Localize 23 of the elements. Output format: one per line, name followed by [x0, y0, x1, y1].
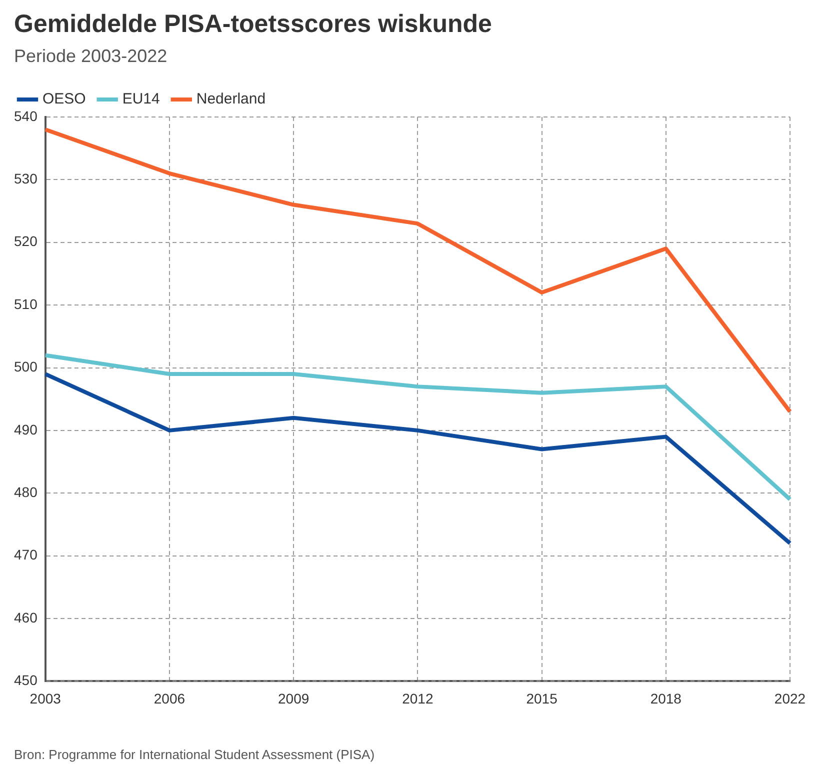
- x-tick-label: 2003: [30, 690, 62, 706]
- chart-subtitle: Periode 2003-2022: [14, 46, 168, 67]
- y-tick-label: 480: [14, 484, 38, 500]
- chart-title: Gemiddelde PISA-toetsscores wiskunde: [14, 10, 492, 39]
- y-tick-label: 520: [14, 233, 38, 250]
- x-tick-label: 2015: [526, 690, 558, 706]
- x-tick-label: 2018: [650, 690, 682, 706]
- text: Bron: Programme for International Student Assessment (PISA): [14, 747, 375, 762]
- x-tick-label: 2009: [278, 690, 310, 706]
- legend-label: OESO: [42, 90, 86, 108]
- y-tick-label: 500: [14, 358, 38, 375]
- y-tick-label: 460: [14, 609, 38, 626]
- legend-label: Nederland: [196, 90, 266, 108]
- x-tick-label: 2006: [154, 690, 186, 706]
- y-tick-label: 470: [14, 546, 38, 563]
- y-tick-label: 490: [14, 421, 38, 438]
- y-tick-label: 450: [14, 672, 38, 688]
- x-tick-label: 2022: [774, 690, 806, 706]
- legend-label: EU14: [122, 90, 160, 108]
- y-tick-label: 510: [14, 296, 38, 312]
- x-tick-label: 2012: [402, 690, 434, 706]
- y-tick-label: 540: [14, 108, 38, 124]
- y-tick-label: 530: [14, 170, 38, 187]
